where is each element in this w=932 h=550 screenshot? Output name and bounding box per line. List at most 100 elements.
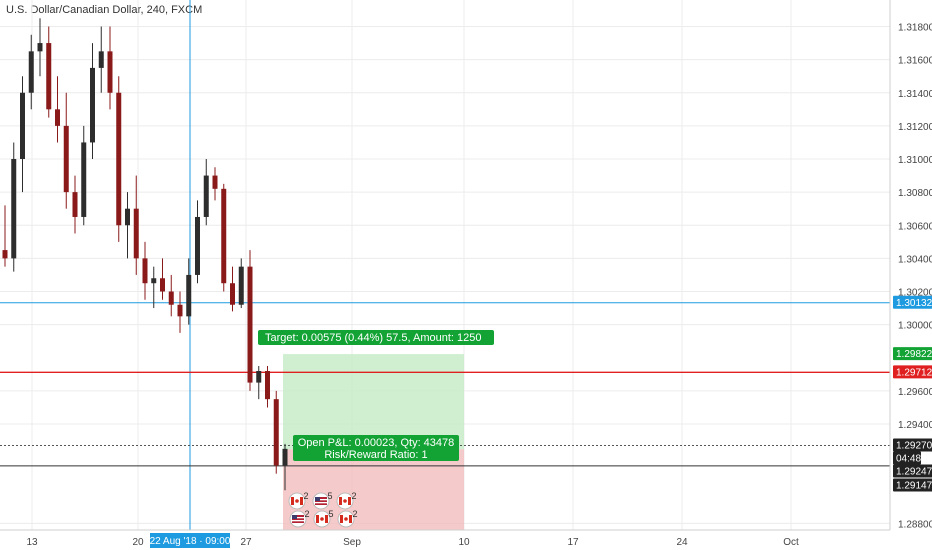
- event-marker[interactable]: 2: [288, 491, 309, 510]
- event-count: 2: [303, 491, 308, 501]
- y-tick-label: 1.30600: [898, 221, 932, 232]
- candle-body: [282, 448, 288, 466]
- x-tick-label: 24: [676, 537, 688, 548]
- y-tick-label: 1.31600: [898, 56, 932, 67]
- y-tick-label: 1.29600: [898, 387, 932, 398]
- crosshair-time-label: 22 Aug '18 · 09:00: [150, 536, 231, 547]
- candle-body: [221, 188, 227, 284]
- pl-label-line1: Open P&L: 0.00023, Qty: 43478: [298, 437, 455, 449]
- candle-body: [160, 278, 165, 292]
- x-tick-label: Oct: [783, 537, 799, 548]
- candle-body: [186, 274, 192, 317]
- target-label-bg: [258, 330, 494, 345]
- y-tick-label: 1.30000: [898, 321, 932, 332]
- candle-body: [168, 291, 174, 305]
- x-tick-label: 10: [458, 537, 470, 548]
- stop-zone: [283, 449, 464, 530]
- us-flag-stripe: [315, 502, 327, 504]
- candle-body: [63, 125, 69, 193]
- candle-body: [212, 175, 218, 189]
- candle-body: [107, 51, 113, 93]
- candle-body: [98, 51, 104, 68]
- y-tick-label: 1.28800: [898, 519, 932, 530]
- event-marker[interactable]: 2: [289, 509, 310, 528]
- price-tag-bg: [893, 478, 932, 492]
- maple-leaf-icon: [343, 499, 347, 503]
- candle-body: [20, 92, 25, 159]
- us-flag-stripe: [292, 517, 304, 519]
- event-count: 2: [352, 509, 357, 519]
- maple-leaf-icon: [344, 517, 348, 521]
- crosshair-time-tag: [150, 533, 230, 548]
- x-tick-label: 27: [240, 537, 252, 548]
- y-tick-label: 1.31800: [898, 23, 932, 34]
- us-flag-stripe: [292, 520, 304, 522]
- candle-body: [247, 266, 253, 383]
- price-tag-bg: [893, 347, 932, 361]
- pl-label-line2: Risk/Reward Ratio: 1: [324, 449, 427, 461]
- candle-body: [37, 43, 43, 52]
- canada-flag-band: [316, 515, 319, 523]
- event-count: 2: [351, 491, 356, 501]
- x-tick-label: 20: [132, 537, 144, 548]
- price-tag-label: 1.29270: [896, 441, 932, 452]
- us-flag-icon: [292, 515, 304, 523]
- us-flag-icon: [315, 497, 327, 505]
- canada-flag-band: [349, 515, 352, 523]
- candle-body: [125, 208, 130, 226]
- maple-leaf-icon: [320, 517, 324, 521]
- price-tag-label: 1.30132: [896, 298, 932, 309]
- candle-body: [265, 371, 270, 400]
- event-count: 5: [327, 491, 332, 501]
- price-tag-label: 1.29822: [896, 349, 932, 360]
- y-tick-label: 1.30400: [898, 254, 932, 265]
- event-marker[interactable]: 2: [336, 491, 357, 510]
- candle-body: [72, 192, 78, 217]
- event-marker[interactable]: 5: [312, 491, 333, 510]
- candle-body: [203, 175, 209, 217]
- candle-body: [256, 371, 262, 383]
- price-tag-label: 1.29712: [896, 367, 932, 378]
- price-tag-bg: [893, 464, 932, 478]
- price-tag-bg: [893, 365, 932, 379]
- us-flag-stripe: [315, 499, 327, 501]
- event-count: 5: [328, 509, 333, 519]
- candle-body: [230, 283, 235, 305]
- price-tag-label: 04:48: [896, 454, 921, 465]
- price-tag-bg: [893, 438, 932, 452]
- price-tags: 1.30132 1.29822 1.29712 1.29270 04:48 1.29247…: [150, 295, 932, 548]
- economic-events[interactable]: 2 5 2 2 5 2: [288, 491, 358, 528]
- candle-body: [238, 266, 244, 305]
- pl-label-bg: [293, 435, 459, 461]
- canada-flag-band: [300, 497, 303, 505]
- event-marker[interactable]: 5: [313, 509, 334, 528]
- candle-body: [28, 51, 34, 93]
- candle-body: [151, 278, 157, 284]
- candle-body: [90, 67, 95, 143]
- price-tag-label: 1.29147: [896, 481, 932, 492]
- candle-body: [142, 258, 148, 284]
- candle-body: [2, 250, 8, 259]
- target-label: Target: 0.00575 (0.44%) 57.5, Amount: 12…: [265, 332, 481, 344]
- chart-title: U.S. Dollar/Canadian Dollar, 240, FXCM: [6, 4, 203, 16]
- y-tick-label: 1.30800: [898, 188, 932, 199]
- candle-body: [55, 109, 60, 126]
- y-tick-label: 1.29400: [898, 420, 932, 431]
- candle-body: [81, 142, 87, 217]
- canada-flag-band: [325, 515, 328, 523]
- price-tag-label: 1.29247: [896, 467, 932, 478]
- event-marker[interactable]: 2: [337, 509, 358, 528]
- canada-flag-band: [348, 497, 351, 505]
- us-flag-canton: [292, 515, 297, 519]
- canada-flag-band: [340, 515, 343, 523]
- candle-body: [195, 216, 200, 275]
- us-flag-canton: [315, 497, 320, 501]
- candle-body: [116, 92, 122, 226]
- candlestick-series: [2, 18, 288, 491]
- profit-zone: [283, 354, 464, 450]
- event-count: 2: [304, 509, 309, 519]
- chart-grid: [0, 0, 890, 530]
- candle-body: [177, 304, 183, 317]
- position-zones: [283, 354, 464, 530]
